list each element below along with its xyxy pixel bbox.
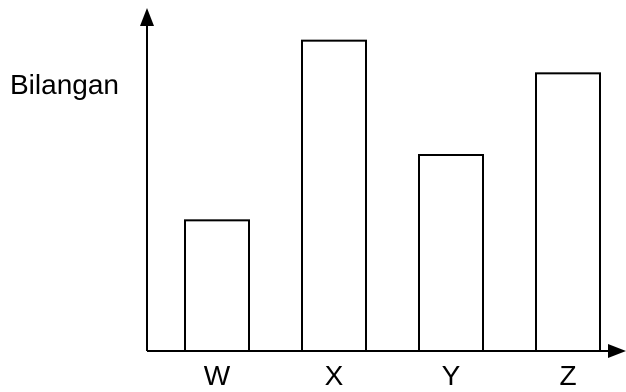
x-tick-label-y: Y (442, 360, 461, 391)
x-tick-label-x: X (325, 360, 344, 391)
labels-group: Bilangan W X Y Z (10, 69, 577, 391)
bar-y (418, 154, 484, 352)
x-axis-arrowhead (608, 344, 626, 358)
bar-x (301, 39, 367, 353)
x-tick-label-z: Z (559, 360, 576, 391)
bar-z (535, 72, 601, 352)
y-axis-arrowhead (140, 8, 154, 26)
x-tick-label-w: W (204, 360, 231, 391)
bar-w (184, 219, 250, 352)
axes-group (140, 8, 626, 358)
bars-group (184, 39, 601, 353)
y-axis-label: Bilangan (10, 69, 119, 100)
